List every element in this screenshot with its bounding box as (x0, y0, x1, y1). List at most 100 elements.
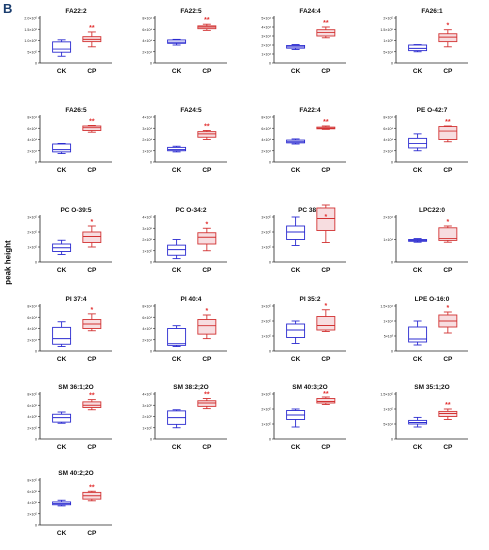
chart-title: FA24:5 (180, 107, 202, 114)
cp-box (316, 207, 336, 231)
y-tick-label: 2×10⁵ (27, 512, 37, 516)
y-tick-label: 4×10⁴ (383, 138, 393, 142)
y-tick-label: 0 (269, 438, 271, 442)
cp-box (316, 398, 336, 404)
category-label-cp: CP (87, 68, 97, 75)
category-label-ck: CK (413, 68, 423, 75)
y-tick-label: 0 (391, 261, 393, 265)
y-tick-label: 1×10⁴ (383, 238, 393, 242)
y-tick-label: 0 (269, 350, 271, 354)
y-tick-label: 2×10⁵ (27, 231, 37, 235)
category-label-ck: CK (413, 167, 423, 174)
significance-marker: * (324, 303, 327, 310)
significance-marker: * (90, 219, 93, 226)
category-label-cp: CP (87, 444, 97, 451)
y-tick-label: 8×10⁴ (383, 116, 393, 120)
significance-marker: * (205, 308, 208, 315)
significance-marker: ** (445, 402, 451, 409)
y-tick-label: 1.5×10⁵ (380, 393, 393, 397)
ck-box (52, 413, 72, 423)
category-label-ck: CK (172, 167, 182, 174)
y-tick-label: 2×10⁵ (261, 408, 271, 412)
y-tick-label: 0 (35, 161, 37, 165)
y-tick-label: 8×10⁴ (142, 17, 152, 21)
y-tick-label: 1.0×10⁶ (24, 39, 37, 43)
significance-marker: ** (204, 17, 210, 24)
y-tick-label: 1×10⁵ (261, 335, 271, 339)
y-tick-label: 0 (150, 350, 152, 354)
chart-title: FA26:1 (421, 8, 443, 15)
cp-box (438, 126, 458, 140)
significance-marker: ** (89, 25, 95, 32)
y-tick-label: 0 (269, 62, 271, 66)
cp-box (438, 227, 458, 241)
category-label-cp: CP (321, 68, 331, 75)
category-label-ck: CK (291, 444, 301, 451)
category-label-cp: CP (321, 267, 331, 274)
y-tick-label: 0 (150, 438, 152, 442)
chart-title: PI 40:4 (181, 296, 202, 303)
category-label-ck: CK (291, 356, 301, 363)
y-tick-label: 2×10⁴ (142, 338, 152, 342)
significance-marker: ** (323, 391, 329, 398)
category-label-ck: CK (413, 356, 423, 363)
category-label-cp: CP (321, 444, 331, 451)
y-tick-label: 5×10⁴ (383, 423, 393, 427)
y-tick-label: 3×10⁴ (261, 35, 271, 39)
significance-marker: * (446, 219, 449, 226)
chart-title: SM 40:3;2O (292, 384, 327, 391)
y-tick-label: 2×10⁴ (261, 149, 271, 153)
y-tick-label: 8×10⁵ (27, 393, 37, 397)
ck-box (408, 326, 428, 343)
y-tick-label: 0 (269, 261, 271, 265)
y-tick-label: 3×10⁵ (142, 404, 152, 408)
y-tick-label: 2×10⁴ (383, 149, 393, 153)
y-tick-label: 4×10⁴ (261, 138, 271, 142)
ck-box (167, 146, 187, 152)
category-label-ck: CK (57, 267, 67, 274)
chart-title: PC O-39:5 (60, 207, 91, 214)
y-tick-label: 1×10⁴ (261, 53, 271, 57)
y-tick-label: 0 (391, 62, 393, 66)
ck-box (167, 244, 187, 256)
y-tick-label: 0 (35, 350, 37, 354)
y-tick-label: 1×10⁵ (142, 249, 152, 253)
significance-marker: * (90, 307, 93, 314)
y-tick-label: 1×10⁵ (27, 246, 37, 250)
y-tick-label: 0 (391, 350, 393, 354)
y-tick-label: 6×10⁴ (27, 316, 37, 320)
y-tick-label: 5×10³ (384, 335, 394, 339)
category-label-ck: CK (57, 444, 67, 451)
y-tick-label: 2×10⁴ (27, 149, 37, 153)
y-tick-label: 2×10⁵ (142, 415, 152, 419)
category-label-cp: CP (443, 68, 453, 75)
ck-box (52, 326, 72, 345)
y-tick-label: 1×10⁵ (142, 426, 152, 430)
category-label-cp: CP (87, 267, 97, 274)
significance-marker: ** (204, 392, 210, 399)
y-tick-label: 6×10⁵ (27, 404, 37, 408)
category-label-ck: CK (57, 530, 67, 537)
y-tick-label: 2×10⁴ (27, 338, 37, 342)
cp-box (197, 131, 217, 138)
y-tick-label: 0 (391, 161, 393, 165)
y-tick-label: 1×10⁵ (261, 423, 271, 427)
significance-marker: ** (89, 393, 95, 400)
category-label-cp: CP (443, 444, 453, 451)
chart-title: LPE O-16:0 (415, 296, 450, 303)
chart-title: PC 38:4 (298, 207, 322, 214)
y-tick-label: 3×10⁵ (261, 305, 271, 309)
significance-marker: * (324, 214, 327, 221)
y-tick-label: 3×10⁵ (142, 227, 152, 231)
ck-box (286, 225, 306, 240)
y-tick-label: 1×10⁵ (383, 408, 393, 412)
y-tick-label: 2×10⁵ (261, 231, 271, 235)
y-tick-label: 4×10⁴ (142, 116, 152, 120)
y-tick-label: 0 (150, 62, 152, 66)
y-tick-label: 0 (35, 524, 37, 528)
y-tick-label: 8×10⁴ (142, 305, 152, 309)
chart-title: FA24:4 (299, 8, 321, 15)
category-label-ck: CK (172, 267, 182, 274)
y-tick-label: 2×10⁴ (142, 50, 152, 54)
y-tick-label: 4×10⁴ (142, 39, 152, 43)
